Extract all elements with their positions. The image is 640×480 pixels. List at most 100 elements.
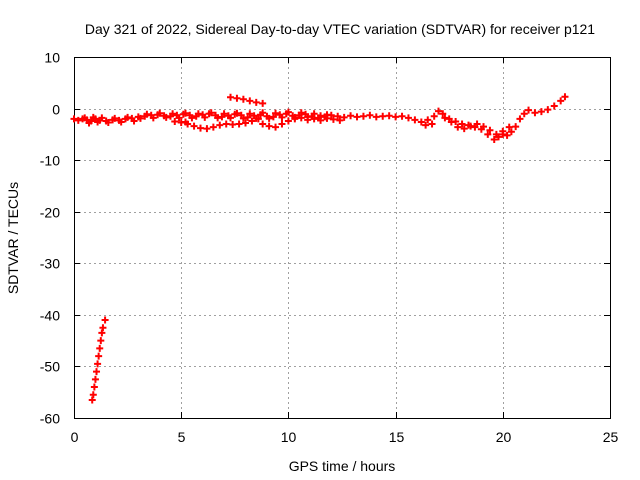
- data-point: [473, 120, 481, 128]
- data-point: [297, 109, 305, 117]
- data-point: [81, 114, 89, 122]
- data-point: [117, 118, 125, 126]
- data-point: [492, 130, 500, 138]
- data-point: [227, 114, 235, 122]
- data-point: [95, 352, 103, 360]
- data-point: [329, 115, 337, 123]
- data-point: [392, 113, 400, 121]
- data-point: [246, 110, 254, 118]
- data-point: [317, 112, 325, 120]
- data-point: [284, 108, 292, 116]
- data-point: [531, 109, 539, 117]
- data-point: [162, 113, 170, 121]
- y-tick-label: -20: [40, 205, 60, 221]
- data-point: [209, 123, 217, 131]
- data-point: [70, 115, 78, 123]
- data-point: [181, 109, 189, 117]
- data-point: [239, 114, 247, 122]
- data-point: [544, 106, 552, 114]
- y-tick-label: -40: [40, 308, 60, 324]
- data-point: [190, 122, 198, 130]
- data-point: [422, 121, 430, 129]
- data-point: [248, 117, 256, 125]
- data-point: [347, 112, 355, 120]
- data-point: [97, 337, 105, 345]
- data-point: [272, 123, 280, 131]
- data-point: [124, 113, 132, 121]
- series-lower-arc: [184, 115, 262, 133]
- data-point: [98, 114, 106, 122]
- data-point: [235, 120, 243, 128]
- y-tick-label: -60: [40, 411, 60, 427]
- data-point: [334, 112, 342, 120]
- data-point: [136, 114, 144, 122]
- y-tick-label: 0: [52, 102, 60, 118]
- data-point: [101, 316, 109, 324]
- x-tick-label: 5: [178, 429, 186, 445]
- x-axis-label: GPS time / hours: [289, 458, 396, 474]
- data-point: [272, 109, 280, 117]
- data-marks: [70, 93, 569, 404]
- series-main-track: [70, 93, 569, 144]
- data-point: [385, 112, 393, 120]
- plot-frame: [74, 57, 611, 419]
- y-tick-labels: 10 0 -10 -20 -30 -40 -50 -60: [40, 50, 60, 427]
- data-point: [94, 118, 102, 126]
- data-point: [499, 127, 507, 135]
- y-axis-label: SDTVAR / TECUs: [5, 182, 21, 294]
- data-point: [447, 118, 455, 126]
- data-point: [111, 114, 119, 122]
- data-point: [233, 94, 241, 102]
- data-point: [104, 118, 112, 126]
- data-point: [130, 117, 138, 125]
- data-point: [550, 102, 558, 110]
- data-point: [269, 113, 277, 121]
- y-tick-label: -10: [40, 153, 60, 169]
- data-point: [246, 97, 254, 105]
- data-point: [252, 98, 260, 106]
- data-point: [520, 110, 528, 118]
- data-point: [181, 118, 189, 126]
- data-point: [284, 117, 292, 125]
- data-point: [340, 113, 348, 121]
- data-point: [480, 123, 488, 131]
- data-point: [203, 125, 211, 133]
- data-point: [359, 112, 367, 120]
- data-point: [96, 344, 104, 352]
- data-point: [379, 112, 387, 120]
- data-point: [94, 360, 102, 368]
- data-point: [259, 109, 267, 117]
- data-point: [490, 136, 498, 144]
- data-point: [220, 110, 228, 118]
- data-point: [458, 120, 466, 128]
- data-point: [252, 114, 260, 122]
- data-point: [505, 123, 513, 131]
- data-point: [398, 112, 406, 120]
- data-point: [196, 124, 204, 132]
- axis-ticks: [74, 57, 611, 419]
- data-point: [525, 106, 533, 114]
- data-point: [439, 110, 447, 118]
- data-point: [503, 131, 511, 139]
- data-point: [467, 122, 475, 130]
- data-point: [156, 109, 164, 117]
- x-tick-label: 15: [389, 429, 405, 445]
- data-point: [278, 113, 286, 121]
- data-point: [169, 110, 177, 118]
- data-point: [74, 116, 82, 124]
- x-tick-label: 20: [496, 429, 512, 445]
- x-tick-labels: 0 5 10 15 20 25: [71, 429, 619, 445]
- data-point: [424, 116, 432, 124]
- x-tick-label: 0: [71, 429, 79, 445]
- data-point: [372, 113, 380, 121]
- chart-title: Day 321 of 2022, Sidereal Day-to-day VTE…: [85, 21, 595, 37]
- data-point: [512, 123, 520, 131]
- data-point: [171, 117, 179, 125]
- data-point: [434, 107, 442, 115]
- data-point: [516, 115, 524, 123]
- data-point: [89, 113, 97, 121]
- data-point: [428, 120, 436, 128]
- data-point: [484, 130, 492, 138]
- data-point: [201, 113, 209, 121]
- data-point: [561, 93, 569, 101]
